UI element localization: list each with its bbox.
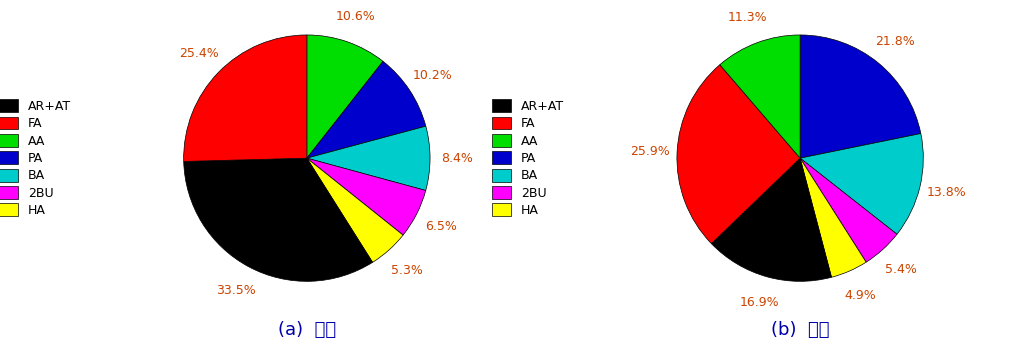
Wedge shape xyxy=(307,158,426,235)
Wedge shape xyxy=(677,65,801,244)
Text: 6.5%: 6.5% xyxy=(425,220,457,233)
Wedge shape xyxy=(307,35,383,158)
Wedge shape xyxy=(307,126,430,191)
Text: 10.6%: 10.6% xyxy=(336,10,376,23)
Text: 5.3%: 5.3% xyxy=(391,264,423,277)
Text: 25.9%: 25.9% xyxy=(630,145,670,158)
Wedge shape xyxy=(307,61,426,158)
Wedge shape xyxy=(184,158,372,281)
Wedge shape xyxy=(801,158,866,277)
Text: 16.9%: 16.9% xyxy=(740,296,779,309)
Wedge shape xyxy=(801,158,897,262)
Wedge shape xyxy=(711,158,831,281)
Title: (b)  실외: (b) 실외 xyxy=(771,321,829,338)
Wedge shape xyxy=(183,35,307,162)
Text: 33.5%: 33.5% xyxy=(216,284,256,297)
Wedge shape xyxy=(307,158,403,262)
Text: 11.3%: 11.3% xyxy=(729,11,768,24)
Text: 10.2%: 10.2% xyxy=(413,69,452,82)
Text: 4.9%: 4.9% xyxy=(845,289,876,303)
Title: (a)  실내: (a) 실내 xyxy=(278,321,335,338)
Text: 21.8%: 21.8% xyxy=(876,35,915,48)
Text: 5.4%: 5.4% xyxy=(885,263,917,276)
Legend: AR+AT, FA, AA, PA, BA, 2BU, HA: AR+AT, FA, AA, PA, BA, 2BU, HA xyxy=(0,99,71,217)
Wedge shape xyxy=(720,35,801,158)
Wedge shape xyxy=(801,35,921,158)
Text: 25.4%: 25.4% xyxy=(179,47,219,60)
Legend: AR+AT, FA, AA, PA, BA, 2BU, HA: AR+AT, FA, AA, PA, BA, 2BU, HA xyxy=(492,99,564,217)
Wedge shape xyxy=(801,134,923,234)
Text: 13.8%: 13.8% xyxy=(926,186,966,199)
Text: 8.4%: 8.4% xyxy=(441,152,473,165)
